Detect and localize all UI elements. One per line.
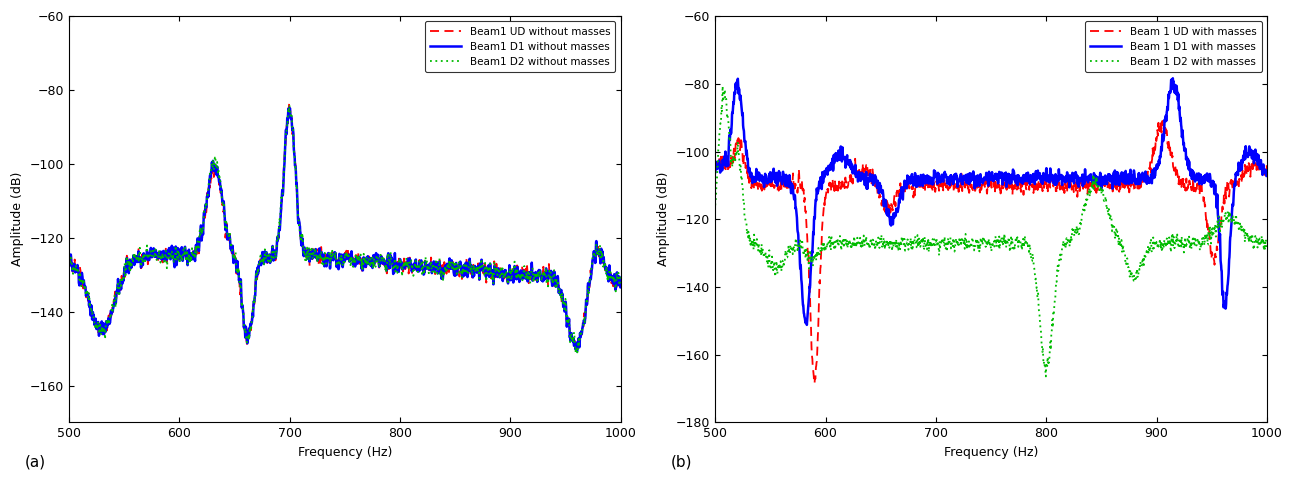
Line: Beam 1 D1 with masses: Beam 1 D1 with masses [716, 78, 1267, 325]
Beam1 D1 without masses [61, 255, 76, 261]
Beam 1 D1 with masses [735, 125, 751, 131]
Beam 1 D2 with masses [1038, 374, 1053, 380]
Beam1 UD without masses [598, 266, 613, 272]
Beam1 D1 without masses [496, 272, 511, 278]
Line: Beam 1 UD with masses: Beam 1 UD with masses [716, 121, 1267, 383]
Beam 1 UD with masses [976, 180, 991, 185]
Beam 1 D2 with masses [708, 203, 723, 208]
Beam 1 D2 with masses [1259, 245, 1275, 251]
Beam 1 UD with masses [806, 380, 822, 386]
Beam1 D1 without masses [282, 106, 298, 111]
Y-axis label: Amplitude (dB): Amplitude (dB) [657, 172, 670, 266]
Text: (a): (a) [25, 455, 45, 470]
Beam 1 D1 with masses [961, 181, 977, 187]
Line: Beam1 UD without masses: Beam1 UD without masses [69, 103, 621, 350]
Legend: Beam 1 UD with masses, Beam 1 D1 with masses, Beam 1 D2 with masses: Beam 1 UD with masses, Beam 1 D1 with ma… [1084, 22, 1262, 72]
Beam 1 UD with masses [1259, 171, 1275, 176]
Beam1 UD without masses [314, 249, 330, 255]
Beam1 UD without masses [282, 100, 298, 106]
Beam1 UD without masses [613, 281, 629, 287]
Beam1 UD without masses [330, 259, 345, 264]
Beam 1 D2 with masses [1244, 236, 1259, 242]
Beam1 UD without masses [569, 348, 585, 353]
Beam1 D2 without masses [598, 261, 613, 267]
Line: Beam1 D2 without masses: Beam1 D2 without masses [69, 105, 621, 353]
Beam1 UD without masses [61, 257, 76, 262]
Beam 1 D1 with masses [1143, 178, 1158, 184]
Beam1 UD without masses [89, 326, 105, 331]
Beam1 D2 without masses [597, 261, 612, 267]
Beam1 D2 without masses [61, 256, 76, 261]
Beam1 D1 without masses [598, 264, 613, 270]
X-axis label: Frequency (Hz): Frequency (Hz) [298, 446, 392, 459]
Beam1 D2 without masses [496, 276, 511, 282]
Y-axis label: Amplitude (dB): Amplitude (dB) [12, 172, 25, 266]
Beam 1 UD with masses [1143, 163, 1158, 169]
Beam1 D1 without masses [330, 258, 345, 264]
Beam 1 D2 with masses [736, 199, 752, 205]
Beam1 D2 without masses [89, 323, 105, 328]
Beam 1 D2 with masses [1244, 238, 1259, 244]
Beam 1 D1 with masses [1165, 76, 1180, 81]
Beam 1 UD with masses [1154, 118, 1170, 124]
Beam 1 UD with masses [708, 167, 723, 173]
Beam1 D2 without masses [282, 102, 298, 108]
Beam 1 D2 with masses [961, 242, 977, 248]
Beam 1 UD with masses [1244, 162, 1259, 168]
Line: Beam1 D1 without masses: Beam1 D1 without masses [69, 109, 621, 351]
Beam 1 UD with masses [735, 160, 751, 166]
Beam 1 D2 with masses [1143, 241, 1158, 247]
Beam1 D1 without masses [613, 284, 629, 290]
Beam 1 D1 with masses [800, 322, 815, 328]
Beam 1 D1 with masses [1244, 149, 1259, 154]
Beam1 D1 without masses [314, 254, 330, 260]
Beam1 UD without masses [496, 276, 511, 282]
Beam 1 D2 with masses [714, 83, 730, 89]
Beam 1 D1 with masses [976, 176, 991, 182]
Beam1 D1 without masses [569, 348, 585, 354]
Beam1 D2 without masses [568, 350, 584, 356]
Beam1 D2 without masses [314, 257, 330, 262]
Beam1 D1 without masses [597, 262, 612, 268]
Beam1 D1 without masses [89, 325, 105, 331]
Legend: Beam1 UD without masses, Beam1 D1 without masses, Beam1 D2 without masses: Beam1 UD without masses, Beam1 D1 withou… [424, 22, 616, 72]
Text: (b): (b) [672, 455, 692, 470]
Beam1 UD without masses [597, 266, 612, 272]
Beam 1 UD with masses [1244, 165, 1259, 171]
Beam1 D2 without masses [330, 258, 345, 264]
Beam 1 D1 with masses [1244, 149, 1259, 154]
Line: Beam 1 D2 with masses: Beam 1 D2 with masses [716, 86, 1267, 377]
Beam 1 D1 with masses [708, 169, 723, 175]
Beam 1 UD with masses [961, 190, 977, 196]
Beam 1 D2 with masses [976, 236, 991, 242]
Beam 1 D1 with masses [1259, 173, 1275, 179]
X-axis label: Frequency (Hz): Frequency (Hz) [943, 446, 1038, 459]
Beam1 D2 without masses [613, 281, 629, 286]
